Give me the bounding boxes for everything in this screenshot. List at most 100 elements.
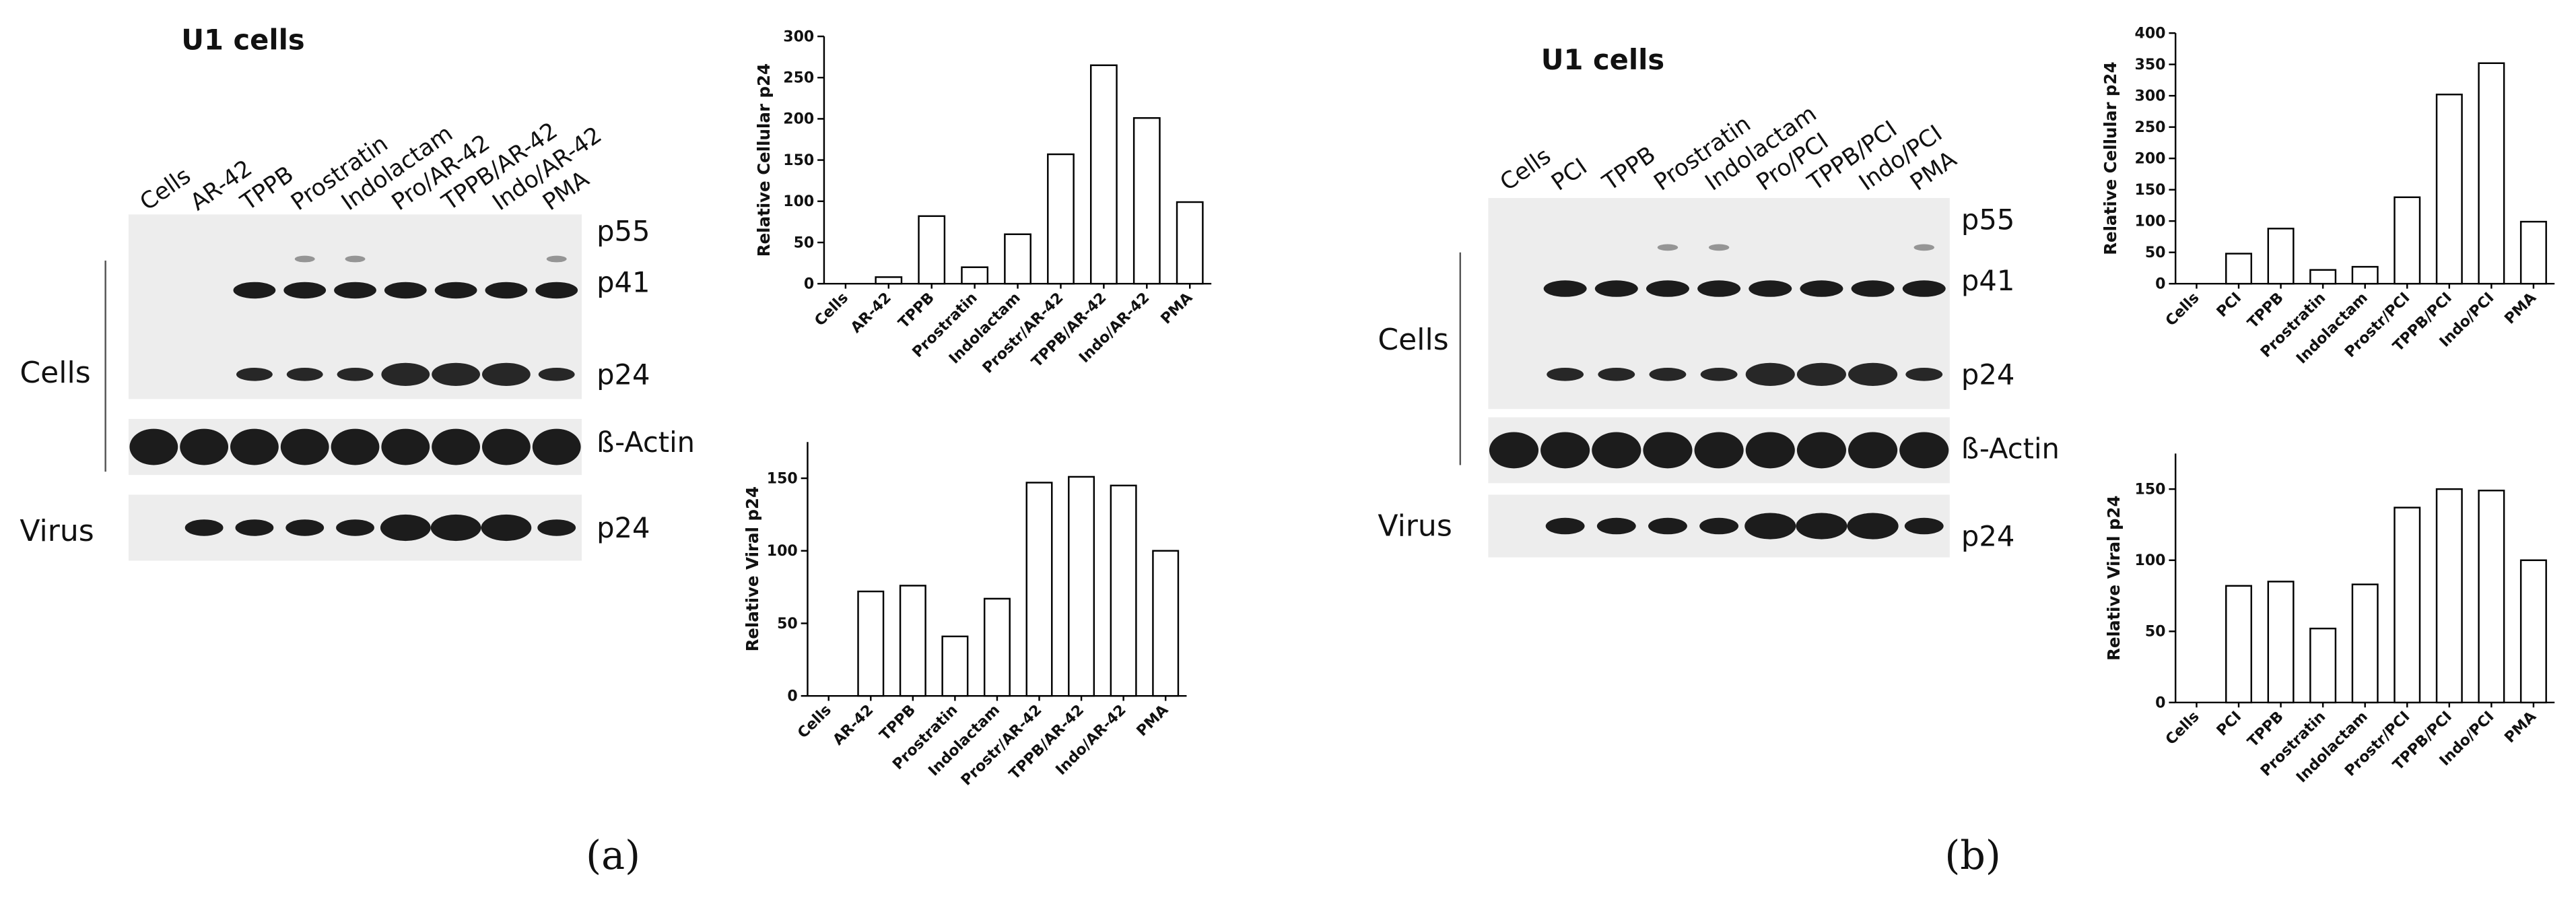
bar: [918, 215, 946, 285]
y-tick-label: 400: [2135, 25, 2166, 42]
blot-band: [129, 428, 178, 465]
blot-band: [434, 282, 477, 299]
blot-band: [184, 519, 224, 536]
blot-band: [481, 362, 531, 386]
bar: [1068, 476, 1095, 697]
y-tick-label: 50: [777, 616, 798, 632]
bar: [1132, 117, 1161, 285]
bar: [2478, 490, 2505, 704]
lane-label: Cells: [1495, 143, 1556, 197]
bar: [1152, 550, 1180, 697]
blot-band: [1847, 513, 1899, 540]
bar: [2519, 220, 2547, 285]
x-tick-label: AR-42: [830, 702, 877, 749]
bar: [941, 635, 969, 697]
blot-title: U1 cells: [1541, 43, 1664, 76]
lane-label: PCI: [1547, 153, 1592, 196]
blot-band: [331, 428, 380, 465]
blot-band: [1694, 432, 1744, 469]
x-tick-label: TPPB: [895, 290, 938, 332]
blot-band: [1913, 244, 1934, 251]
y-tick-label: 250: [783, 70, 814, 87]
y-tick-label: 200: [783, 111, 814, 128]
blot-band: [236, 368, 273, 381]
blot-band: [532, 428, 581, 465]
group-label: Cells: [1378, 323, 1448, 357]
y-axis-label: Relative Cellular p24: [754, 63, 774, 257]
band-label: ß-Actin: [597, 426, 695, 459]
bar: [1110, 484, 1137, 697]
y-tick-label: 100: [767, 543, 798, 560]
blot-band: [1697, 280, 1741, 297]
x-tick-label: PCI: [2214, 709, 2245, 740]
y-tick-label: 300: [2135, 88, 2166, 104]
blot-band: [1545, 517, 1585, 535]
blot-band: [1796, 432, 1846, 469]
blot-band: [337, 368, 374, 381]
bar: [983, 597, 1011, 697]
y-tick-label: 100: [2135, 214, 2166, 230]
blot-band: [485, 282, 528, 299]
bar: [899, 585, 926, 697]
y-tick-label: 0: [2155, 694, 2165, 711]
y-tick-label: 150: [2135, 481, 2166, 498]
blot-band: [535, 282, 578, 299]
group-label: Virus: [20, 514, 94, 548]
blot-band: [537, 519, 576, 536]
bar: [2435, 94, 2463, 285]
bar: [2225, 253, 2252, 285]
bar: [961, 266, 989, 285]
x-tick-label: Cells: [794, 702, 835, 742]
y-tick-label: 150: [2135, 182, 2166, 199]
blot-band: [381, 362, 430, 386]
blot-band: [280, 428, 329, 465]
blot-title: U1 cells: [181, 24, 304, 57]
blot-band: [336, 519, 374, 536]
band-label: p41: [1961, 264, 2014, 297]
blot-band: [1708, 244, 1730, 251]
blot-band: [1749, 280, 1792, 297]
x-tick-label: TPPB/AR-42: [1006, 702, 1087, 783]
blot-band: [1594, 280, 1638, 297]
blot-band: [345, 255, 366, 263]
blot-band: [1643, 432, 1693, 469]
band-label: p55: [1961, 203, 2014, 236]
blot-band: [1744, 513, 1796, 540]
blot-band: [384, 282, 427, 299]
blot-band: [1699, 517, 1739, 535]
blot-band: [1547, 368, 1584, 381]
blot-band: [380, 514, 431, 542]
bar: [1176, 201, 1204, 285]
y-tick-label: 0: [787, 688, 797, 705]
y-tick-label: 50: [2145, 245, 2166, 261]
bar: [2435, 488, 2463, 704]
y-axis-label: Relative Viral p24: [743, 486, 762, 651]
blot-band: [546, 255, 567, 263]
y-tick-label: 200: [2135, 151, 2166, 168]
bar: [2351, 583, 2379, 704]
bar: [2394, 196, 2421, 285]
bar: [2225, 585, 2252, 704]
blot-band: [233, 282, 276, 299]
y-axis-label: Relative Viral p24: [2104, 495, 2124, 660]
y-tick-label: 150: [783, 152, 814, 169]
lane-label: TPPB: [1597, 141, 1660, 197]
x-tick-label: PMA: [1134, 702, 1172, 740]
blot-band: [432, 362, 481, 386]
band-label: p55: [597, 215, 650, 248]
x-tick-label: Cells: [811, 290, 852, 330]
blot-band: [430, 514, 481, 542]
y-tick-label: 100: [2135, 552, 2166, 569]
bar: [875, 276, 903, 285]
blot-band: [1648, 517, 1687, 535]
blot-band: [1592, 432, 1641, 469]
band-label: p24: [1961, 519, 2014, 552]
y-tick-label: 50: [794, 234, 815, 251]
x-tick-label: TPPB/AR-42: [1029, 290, 1110, 371]
blot-band: [432, 428, 481, 465]
x-tick-label: Cells: [2163, 290, 2203, 330]
blot-band: [180, 428, 229, 465]
blot-band: [1543, 280, 1587, 297]
y-tick-label: 250: [2135, 119, 2166, 136]
